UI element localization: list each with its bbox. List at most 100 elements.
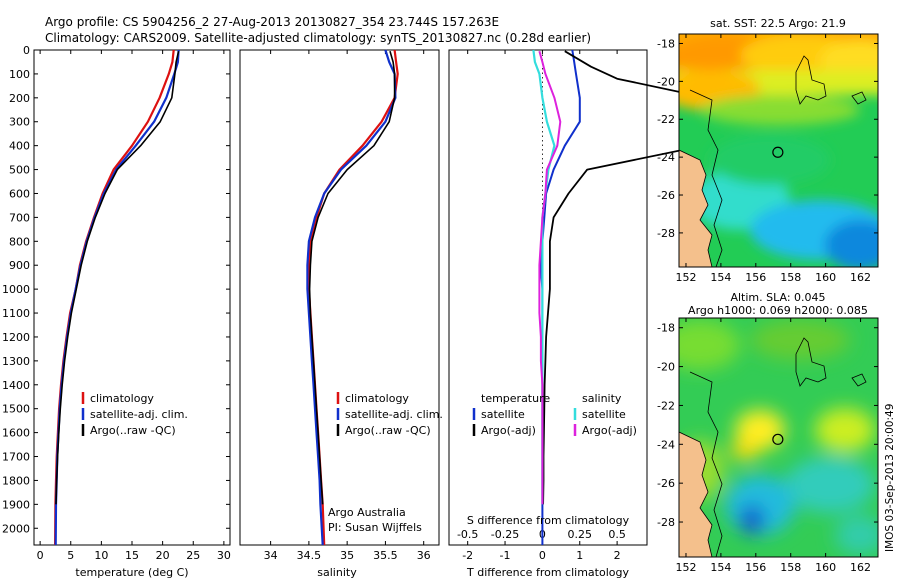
x-tick-label: -1 (500, 549, 511, 562)
x-tick-label: -2 (462, 549, 473, 562)
s-tick-label: 0.25 (568, 528, 593, 541)
sst-field (679, 34, 878, 267)
x-tick-label: 10 (94, 549, 108, 562)
x-tick-label: 34.5 (297, 549, 322, 562)
legend-label-satellite-adj: satellite-adj. clim. (345, 408, 443, 421)
sst-field-patches (679, 34, 878, 267)
sla-reef-contour (795, 337, 827, 387)
sst-reef-contour (795, 55, 827, 105)
lon-tick-label: 158 (780, 271, 801, 284)
difference-legend: temperature salinity satellite Argo(-adj… (472, 392, 637, 437)
sst-reef-contour-east (851, 91, 867, 105)
sst-map-frame (678, 33, 879, 268)
y-tick-label: 1900 (2, 498, 30, 511)
x-tick-label: 1 (576, 549, 583, 562)
y-tick-label: 200 (9, 92, 30, 105)
x-tick-label: 0 (37, 549, 44, 562)
sst-bathymetry-contour (689, 89, 723, 267)
sst-argo-position-marker (772, 146, 784, 158)
lat-tick-label: -26 (657, 189, 675, 202)
series-line-2 (308, 50, 396, 505)
footer-timestamp: IMOS 03-Sep-2013 20:00:49 (884, 404, 896, 552)
y-tick-label: 900 (9, 259, 30, 272)
y-tick-label: 1500 (2, 403, 30, 416)
y-tick-label: 1100 (2, 307, 30, 320)
difference-panel: -2 -1 0 1 2 -0.5 -0.25 0 0.25 0.5 S difference f… (448, 49, 719, 579)
s-tick-label: -0.25 (491, 528, 519, 541)
lat-tick-label: -20 (657, 75, 675, 88)
x-tick-label: 35 (340, 549, 354, 562)
y-tick-label: 400 (9, 140, 30, 153)
legend-label-s-argo: Argo(-adj) (582, 424, 637, 437)
lat-tick-label: -28 (657, 227, 675, 240)
legend-label-t-satellite: satellite (481, 408, 525, 421)
legend-label-t-argo: Argo(-adj) (481, 424, 536, 437)
lon-tick-label: 156 (745, 271, 766, 284)
x-tick-label: 35.5 (373, 549, 398, 562)
temperature-legend: climatology satellite-adj. clim. Argo(..… (81, 392, 188, 437)
lat-tick-label: -18 (657, 37, 675, 50)
sla-map-subtitle: Argo h1000: 0.069 h2000: 0.085 (688, 304, 868, 317)
sla-longitude-tick-labels: 152 154 156 158 160 162 (675, 318, 871, 574)
lon-tick-label: 160 (815, 561, 836, 574)
x-tick-label: 2 (614, 549, 621, 562)
sla-map-frame (678, 317, 879, 558)
sst-land-australia (679, 149, 713, 267)
salinity-xlabel: salinity (317, 566, 357, 579)
y-tick-label: 1400 (2, 379, 30, 392)
temperature-tick-labels: 0 5 10 15 20 25 30 (37, 50, 231, 562)
lon-tick-label: 160 (815, 271, 836, 284)
difference-axes-frame (448, 49, 648, 546)
s-tick-label: 0.5 (608, 528, 626, 541)
t-difference-label: T difference from climatology (466, 566, 629, 579)
figure-title-line1: Argo profile: CS 5904256_2 27-Aug-2013 2… (45, 15, 499, 29)
sst-map-title: sat. SST: 22.5 Argo: 21.9 (710, 17, 846, 30)
y-tick-label: 1200 (2, 331, 30, 344)
legend-header-temperature: temperature (481, 392, 550, 405)
lon-tick-label: 154 (710, 271, 731, 284)
legend-label-s-satellite: satellite (582, 408, 626, 421)
legend-label-argo: Argo(..raw -QC) (90, 424, 176, 437)
lat-tick-label: -26 (657, 477, 675, 490)
temperature-series (54, 49, 180, 546)
x-tick-label: 30 (217, 549, 231, 562)
y-tick-label: 600 (9, 187, 30, 200)
salinity-series (306, 49, 399, 546)
y-tick-label: 1800 (2, 474, 30, 487)
y-tick-label: 1600 (2, 427, 30, 440)
sla-map-title: Altim. SLA: 0.045 (730, 291, 825, 304)
lat-tick-label: -22 (657, 399, 675, 412)
x-tick-label: 25 (186, 549, 200, 562)
lon-tick-label: 162 (850, 561, 871, 574)
y-tick-label: 1700 (2, 451, 30, 464)
sst-longitude-tick-labels: 152 154 156 158 160 162 (675, 34, 871, 284)
lon-tick-label: 152 (675, 271, 696, 284)
y-tick-label: 0 (23, 44, 30, 57)
y-tick-label: 2000 (2, 522, 30, 535)
legend-label-climatology: climatology (345, 392, 409, 405)
legend-label-satellite-adj: satellite-adj. clim. (90, 408, 188, 421)
s-difference-tick-labels: -0.5 -0.25 0 0.25 0.5 (457, 528, 626, 541)
x-tick-label: 36 (417, 549, 431, 562)
y-tick-label: 300 (9, 116, 30, 129)
temperature-xlabel: temperature (deg C) (75, 566, 188, 579)
temperature-panel: 0100200300400500600700800900100011001200… (2, 44, 231, 579)
y-tick-label: 100 (9, 68, 30, 81)
sla-reef-contour-east (851, 373, 867, 387)
sla-field (679, 318, 878, 557)
y-tick-label: 1000 (2, 283, 30, 296)
difference-series-line-3 (538, 50, 562, 505)
sst-map-panel: sat. SST: 22.5 Argo: 21.9 (657, 17, 879, 284)
lat-tick-label: -28 (657, 516, 675, 529)
y-tick-label: 800 (9, 235, 30, 248)
y-tick-label: 700 (9, 211, 30, 224)
x-tick-label: 0 (539, 549, 546, 562)
lon-tick-label: 154 (710, 561, 731, 574)
temperature-axes-frame (33, 49, 231, 546)
salinity-tick-labels: 34 34.5 35 35.5 36 (264, 50, 431, 562)
sla-latitude-tick-labels: -18 -20 -22 -24 -26 -28 (657, 322, 878, 529)
s-difference-label: S difference from climatology (467, 514, 630, 527)
x-tick-label: 20 (156, 549, 170, 562)
sst-latitude-tick-labels: -18 -20 -22 -24 -26 -28 (657, 37, 878, 240)
